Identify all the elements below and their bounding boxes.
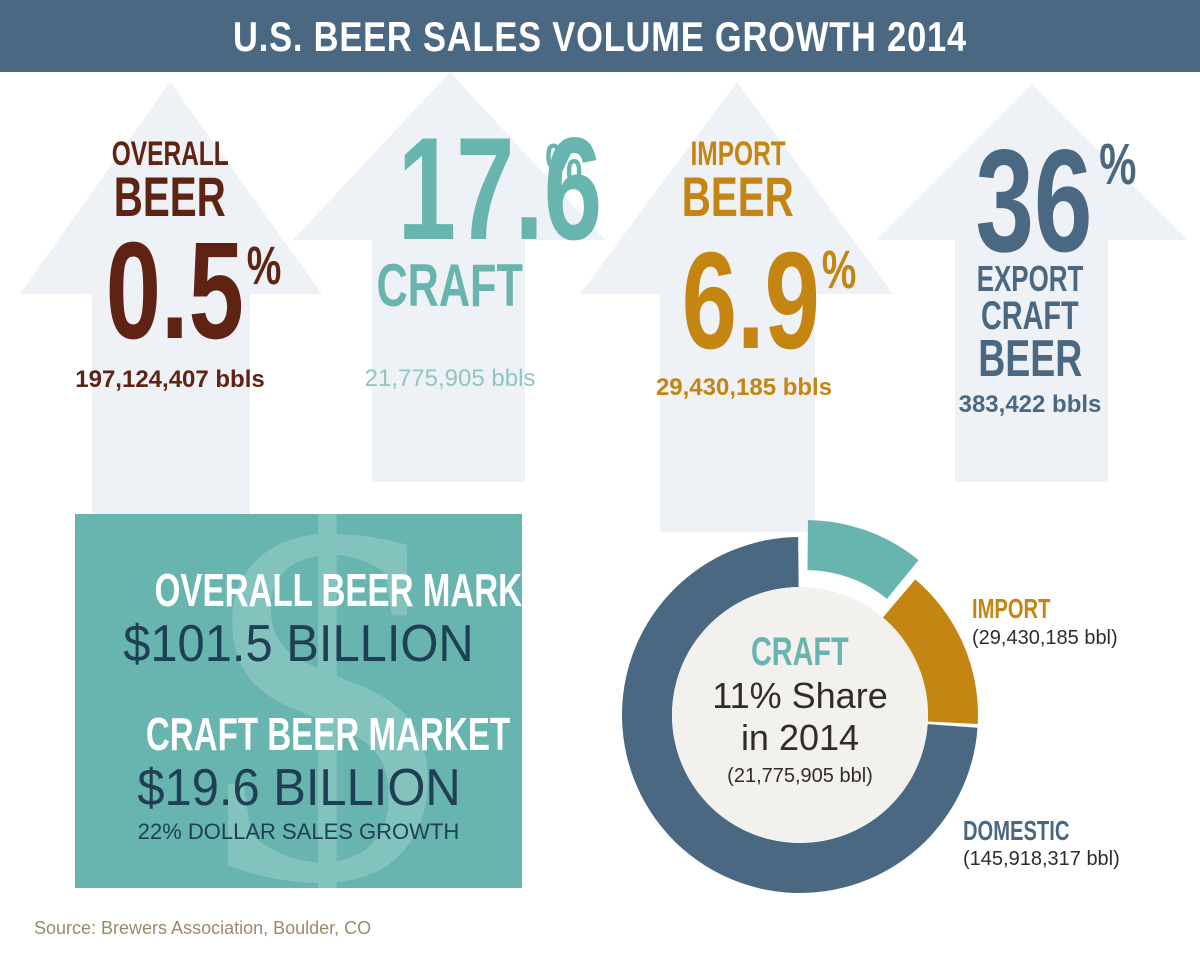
- craft-market-label: CRAFT BEER MARKET: [145, 708, 511, 760]
- import-label-top: IMPORT: [690, 135, 786, 173]
- arrow-import-icon: [580, 82, 893, 532]
- arrow-overall-icon: [20, 82, 322, 514]
- donut-center-line1: 11% Share: [712, 675, 888, 716]
- export-label-3: BEER: [977, 330, 1083, 388]
- craft-label: CRAFT: [376, 252, 524, 319]
- craft-volume: 21,775,905 bbls: [364, 365, 536, 392]
- craft-value: 17.6: [397, 107, 603, 270]
- growth-text: 22% DOLLAR SALES GROWTH: [137, 819, 460, 844]
- import-legend-label: IMPORT: [972, 593, 1051, 624]
- export-pct: %: [1099, 132, 1137, 197]
- import-pct: %: [821, 240, 857, 300]
- overall-label-bottom: BEER: [113, 165, 227, 228]
- export-label-2: CRAFT: [981, 294, 1079, 338]
- overall-value: 0.5: [105, 214, 244, 368]
- overall-market-label: OVERALL BEER MARKET: [154, 564, 522, 616]
- donut-center-line2: in 2014: [740, 717, 860, 758]
- import-label-bottom: BEER: [681, 165, 795, 228]
- donut-center-volume: (21,775,905 bbl): [727, 765, 873, 787]
- source-note: Source: Brewers Association, Boulder, CO: [34, 918, 372, 938]
- domestic-legend-volume: (145,918,317 bbl): [963, 848, 1120, 870]
- arrow-export-icon: [876, 84, 1188, 482]
- donut-slice-import: [882, 579, 978, 725]
- craft-market-value: $19.6 BILLION: [136, 759, 461, 817]
- market-panel: $ OVERALL BEER MARKET $101.5 BILLION CRA…: [75, 514, 522, 888]
- import-value: 6.9: [681, 224, 820, 378]
- arrow-craft-icon: [293, 72, 605, 482]
- import-legend-volume: (29,430,185 bbl): [972, 627, 1118, 649]
- overall-label-top: OVERALL: [111, 135, 229, 173]
- overall-market-value: $101.5 BILLION: [123, 615, 474, 673]
- craft-pct: %: [545, 132, 583, 197]
- header-bar: [0, 0, 1200, 72]
- page-title: U.S. BEER SALES VOLUME GROWTH 2014: [232, 13, 968, 60]
- import-volume: 29,430,185 bbls: [655, 374, 833, 401]
- donut-center-label: CRAFT: [751, 630, 849, 674]
- dollar-icon: $: [208, 514, 442, 888]
- export-value: 36: [975, 119, 1093, 282]
- overall-pct: %: [246, 236, 282, 296]
- overall-volume: 197,124,407 bbls: [75, 366, 265, 393]
- domestic-legend-label: DOMESTIC: [963, 815, 1070, 846]
- donut-center: [672, 587, 928, 843]
- donut-slice-craft: [807, 520, 919, 599]
- export-volume: 383,422 bbls: [958, 391, 1102, 418]
- export-label-1: EXPORT: [976, 258, 1084, 299]
